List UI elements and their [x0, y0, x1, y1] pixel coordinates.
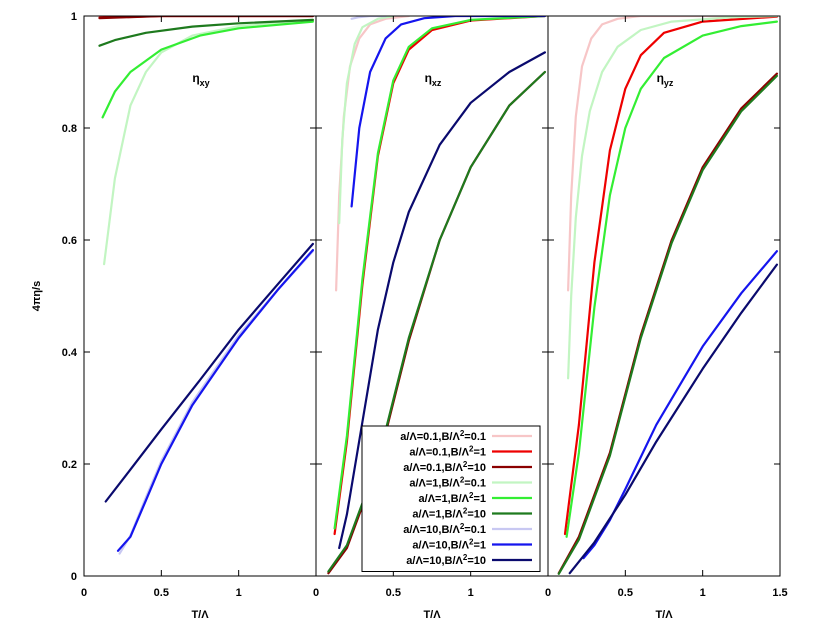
panel-2-series-s6	[327, 70, 546, 573]
x-tick-label: 1	[236, 587, 242, 599]
panel-2-series-s4	[338, 16, 395, 225]
x-tick-label: 1.5	[772, 587, 787, 599]
y-tick-label: 0.8	[62, 123, 77, 135]
panel-1-series-s5	[101, 20, 314, 119]
panel-3-series-s5	[565, 20, 778, 538]
panel-2-series-s7	[350, 16, 387, 20]
panel-3-label: ηyz	[657, 71, 674, 88]
panel-2-series-s9	[338, 51, 546, 550]
panel-1-series-s3	[98, 16, 314, 20]
curves-layer	[98, 16, 778, 575]
x-tick-label: 1	[468, 587, 474, 599]
legend-entry-s4: a/Λ=1,B/Λ2=0.1	[409, 476, 486, 490]
x-tick-label: 0	[81, 587, 87, 599]
y-tick-label: 0.2	[62, 459, 77, 471]
y-tick-label: 1	[71, 11, 77, 23]
x-tick-label: 0	[545, 587, 551, 599]
x-tick-label: 0.5	[386, 587, 401, 599]
panel-3-series-s9	[568, 263, 778, 575]
legend-entry-s1: a/Λ=0.1,B/Λ2=0.1	[400, 429, 486, 443]
panel-3-series-s8	[582, 250, 778, 560]
legend-entry-s9: a/Λ=10,B/Λ2=10	[406, 553, 486, 567]
panel-1-curves	[98, 16, 314, 555]
panel-2-series-s5	[333, 16, 546, 530]
panel-3-series-s6	[557, 74, 778, 575]
legend-entry-s7: a/Λ=10,B/Λ2=0.1	[403, 522, 486, 536]
panel-2-label: ηxz	[425, 71, 442, 88]
panel-3-frame	[547, 15, 781, 577]
legend-entry-s2: a/Λ=0.1,B/Λ2=1	[409, 445, 486, 459]
x-axis-label: T/Λ	[191, 609, 209, 621]
panel-1-series-s4	[103, 18, 314, 266]
legend-entry-s8: a/Λ=10,B/Λ2=1	[412, 538, 486, 552]
x-tick-label: 0.5	[618, 587, 633, 599]
panel-1-series-s6	[98, 18, 314, 47]
labels-layer: 0 0.2 0.4 0.6 0.8 1 0 0.5 1 T/Λ ηxy 0 0.5 1 T/Λ ηxz 0 0.5…	[31, 11, 788, 621]
legend-entry-s6: a/Λ=1,B/Λ2=10	[412, 507, 486, 521]
ticks-layer	[83, 15, 781, 577]
x-axis-label: T/Λ	[423, 609, 441, 621]
y-tick-label: 0.4	[62, 347, 78, 359]
panel-3-series-s2	[563, 16, 778, 536]
panel-3-series-s3	[557, 72, 778, 575]
panel-1-label: ηxy	[192, 71, 209, 88]
x-tick-label: 1	[700, 587, 706, 599]
legend-entry-s5: a/Λ=1,B/Λ2=1	[419, 491, 486, 505]
legend: a/Λ=0.1,B/Λ2=0.1 a/Λ=0.1,B/Λ2=1a/Λ=0.1,B/…	[361, 425, 541, 572]
y-tick-label: 0	[71, 571, 77, 583]
x-tick-label: 0.5	[154, 587, 169, 599]
y-tick-label: 0.6	[62, 235, 77, 247]
x-tick-label: 0	[313, 587, 319, 599]
panel-3-series-s1	[567, 16, 778, 292]
panel-2-curves	[327, 16, 546, 575]
y-axis-label: 4πη/s	[31, 281, 43, 311]
panel-3-curves	[557, 16, 778, 575]
panel-1-frame	[83, 15, 317, 577]
panel-2-series-s8	[350, 16, 546, 208]
panel-1-series-s7	[118, 250, 314, 555]
panel-3-series-s4	[567, 16, 778, 380]
panel-1-series-s9	[104, 242, 314, 503]
legend-entry-s3: a/Λ=0.1,B/Λ2=10	[403, 460, 486, 474]
panel-1-series-s8	[116, 249, 314, 552]
frames-layer	[83, 15, 781, 577]
x-axis-label: T/Λ	[655, 609, 673, 621]
